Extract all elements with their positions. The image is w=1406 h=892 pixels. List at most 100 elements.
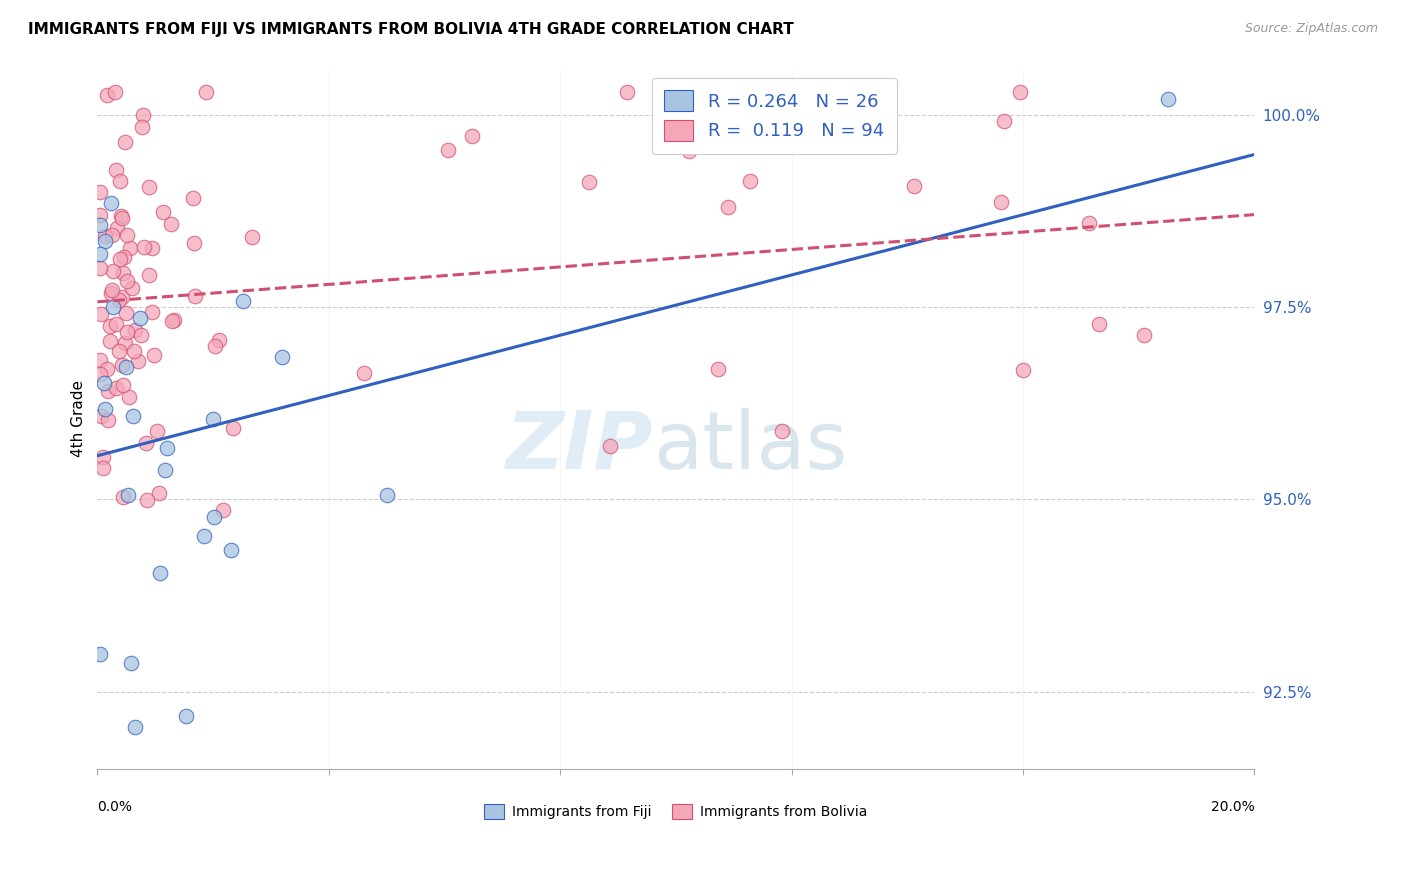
- Point: [100, 334, 122, 348]
- Point: [183, 235, 205, 250]
- Point: [202, 412, 225, 426]
- Point: [375, 488, 398, 502]
- Point: [93, 376, 115, 390]
- Point: [111, 211, 134, 225]
- Point: [993, 114, 1015, 128]
- Point: [129, 310, 152, 325]
- Point: [111, 266, 134, 280]
- Point: [115, 360, 138, 375]
- Point: [117, 326, 139, 340]
- Point: [599, 439, 621, 453]
- Point: [232, 294, 254, 309]
- Text: 20.0%: 20.0%: [1211, 800, 1254, 814]
- Point: [96, 87, 118, 102]
- Point: [163, 313, 186, 327]
- Point: [97, 413, 120, 427]
- Point: [121, 409, 143, 423]
- Point: [89, 260, 111, 275]
- Point: [138, 180, 160, 194]
- Point: [101, 300, 124, 314]
- Point: [117, 274, 139, 288]
- Point: [89, 247, 111, 261]
- Y-axis label: 4th Grade: 4th Grade: [72, 380, 86, 457]
- Point: [118, 241, 141, 255]
- Point: [160, 314, 183, 328]
- Point: [105, 318, 128, 332]
- Point: [678, 145, 700, 159]
- Point: [89, 218, 111, 232]
- Point: [91, 450, 114, 465]
- Point: [222, 421, 245, 435]
- Point: [111, 490, 134, 504]
- Point: [141, 241, 163, 255]
- Point: [152, 205, 174, 219]
- Point: [111, 359, 134, 373]
- Point: [153, 463, 176, 477]
- Text: IMMIGRANTS FROM FIJI VS IMMIGRANTS FROM BOLIVIA 4TH GRADE CORRELATION CHART: IMMIGRANTS FROM FIJI VS IMMIGRANTS FROM …: [28, 22, 794, 37]
- Point: [118, 390, 141, 404]
- Point: [94, 234, 117, 248]
- Point: [89, 367, 111, 381]
- Point: [127, 354, 149, 368]
- Point: [110, 209, 132, 223]
- Point: [124, 323, 146, 337]
- Point: [101, 227, 124, 242]
- Point: [122, 344, 145, 359]
- Point: [104, 85, 127, 99]
- Point: [104, 163, 127, 178]
- Point: [112, 250, 135, 264]
- Point: [1132, 328, 1154, 343]
- Point: [149, 566, 172, 580]
- Text: Source: ZipAtlas.com: Source: ZipAtlas.com: [1244, 22, 1378, 36]
- Point: [145, 424, 167, 438]
- Point: [124, 720, 146, 734]
- Point: [138, 268, 160, 282]
- Point: [108, 252, 131, 266]
- Point: [141, 305, 163, 319]
- Point: [89, 186, 111, 200]
- Point: [132, 240, 155, 254]
- Point: [1156, 92, 1178, 106]
- Point: [131, 120, 153, 134]
- Point: [193, 529, 215, 543]
- Point: [240, 230, 263, 244]
- Point: [160, 217, 183, 231]
- Point: [90, 409, 112, 423]
- Point: [120, 657, 142, 671]
- Point: [156, 441, 179, 455]
- Point: [91, 461, 114, 475]
- Point: [174, 708, 197, 723]
- Point: [135, 436, 157, 450]
- Point: [89, 352, 111, 367]
- Point: [271, 350, 294, 364]
- Point: [212, 503, 235, 517]
- Text: atlas: atlas: [652, 408, 846, 485]
- Legend: Immigrants from Fiji, Immigrants from Bolivia: Immigrants from Fiji, Immigrants from Bo…: [478, 798, 873, 825]
- Point: [96, 362, 118, 376]
- Point: [114, 306, 136, 320]
- Point: [142, 348, 165, 362]
- Point: [1087, 317, 1109, 331]
- Point: [101, 283, 124, 297]
- Point: [740, 174, 762, 188]
- Point: [97, 384, 120, 398]
- Point: [105, 221, 128, 235]
- Point: [194, 85, 217, 99]
- Point: [717, 200, 740, 214]
- Point: [121, 281, 143, 295]
- Point: [770, 424, 793, 438]
- Point: [89, 208, 111, 222]
- Point: [706, 362, 728, 376]
- Point: [183, 289, 205, 303]
- Point: [100, 285, 122, 300]
- Point: [903, 179, 925, 194]
- Point: [181, 191, 204, 205]
- Point: [990, 194, 1012, 209]
- Point: [117, 488, 139, 502]
- Point: [1008, 85, 1031, 99]
- Point: [105, 381, 128, 395]
- Point: [112, 378, 135, 392]
- Point: [89, 647, 111, 661]
- Point: [219, 542, 242, 557]
- Point: [461, 128, 484, 143]
